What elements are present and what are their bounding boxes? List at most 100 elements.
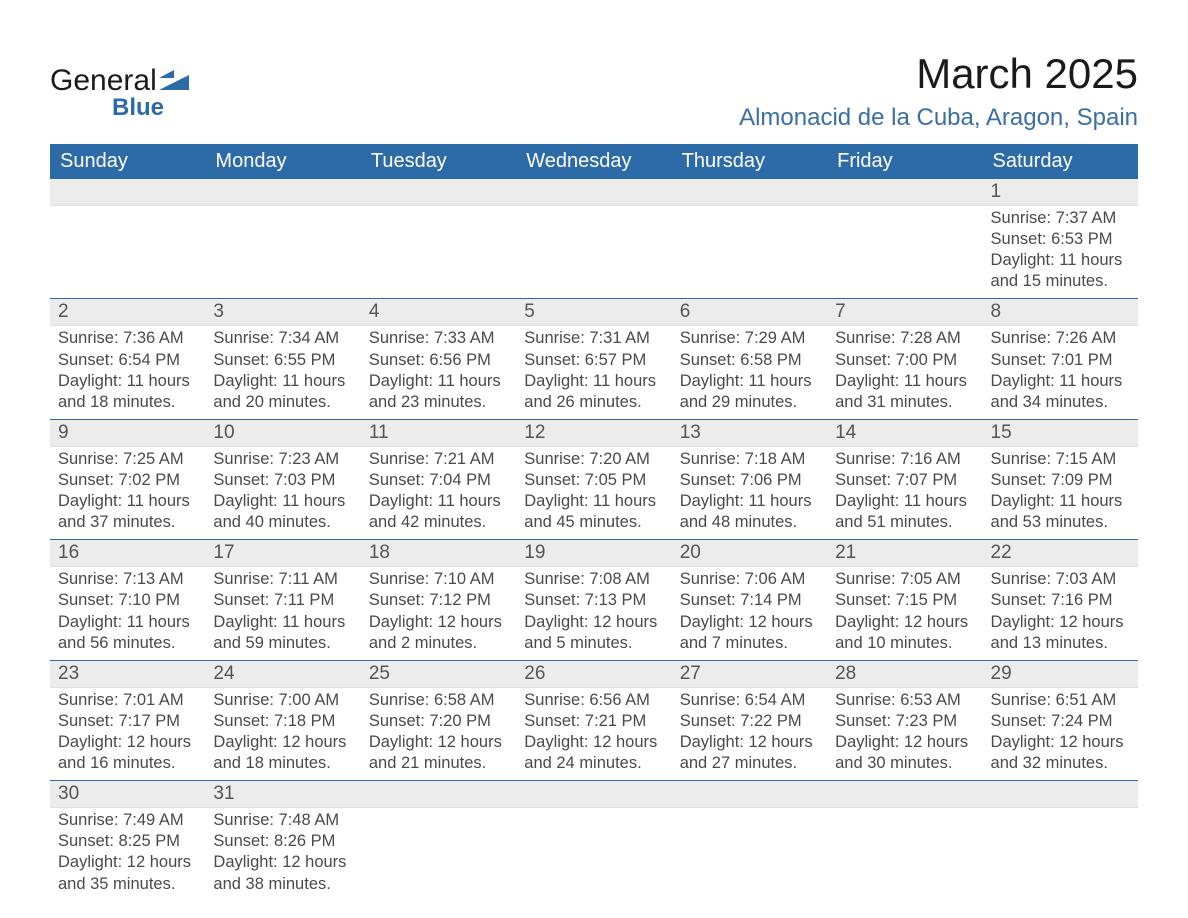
- dl1-text: Daylight: 12 hours: [369, 732, 508, 753]
- day-cell: [672, 808, 827, 900]
- dl2-text: and 27 minutes.: [680, 753, 819, 774]
- day-number: 16: [50, 540, 205, 566]
- sunset-text: Sunset: 7:00 PM: [835, 350, 974, 371]
- dl2-text: and 59 minutes.: [213, 633, 352, 654]
- day-cell: Sunrise: 6:53 AMSunset: 7:23 PMDaylight:…: [827, 688, 982, 780]
- day-cell: Sunrise: 6:56 AMSunset: 7:21 PMDaylight:…: [516, 688, 671, 780]
- sunrise-text: Sunrise: 7:28 AM: [835, 328, 974, 349]
- dl1-text: Daylight: 12 hours: [524, 612, 663, 633]
- sunrise-text: Sunrise: 7:18 AM: [680, 449, 819, 470]
- day-cell: Sunrise: 7:06 AMSunset: 7:14 PMDaylight:…: [672, 567, 827, 659]
- weekday-header: Tuesday: [361, 144, 516, 179]
- dl1-text: Daylight: 11 hours: [680, 491, 819, 512]
- weekday-header: Friday: [827, 144, 982, 179]
- dl2-text: and 37 minutes.: [58, 512, 197, 533]
- sunrise-text: Sunrise: 7:26 AM: [991, 328, 1130, 349]
- day-number: 17: [205, 540, 360, 566]
- calendar-body: 1Sunrise: 7:37 AMSunset: 6:53 PMDaylight…: [50, 179, 1138, 901]
- day-number-row: 3031: [50, 780, 1138, 808]
- day-cell: [361, 808, 516, 900]
- day-number: [361, 179, 516, 205]
- page-header: General Blue March 2025 Almonacid de la …: [50, 50, 1138, 132]
- sunset-text: Sunset: 7:23 PM: [835, 711, 974, 732]
- dl1-text: Daylight: 11 hours: [58, 491, 197, 512]
- sunset-text: Sunset: 7:01 PM: [991, 350, 1130, 371]
- day-cell: Sunrise: 7:26 AMSunset: 7:01 PMDaylight:…: [983, 326, 1138, 418]
- day-number: [672, 781, 827, 807]
- dl2-text: and 51 minutes.: [835, 512, 974, 533]
- day-number-row: 16171819202122: [50, 539, 1138, 567]
- day-cell: Sunrise: 7:29 AMSunset: 6:58 PMDaylight:…: [672, 326, 827, 418]
- day-cell: Sunrise: 7:20 AMSunset: 7:05 PMDaylight:…: [516, 447, 671, 539]
- dl2-text: and 26 minutes.: [524, 392, 663, 413]
- dl2-text: and 30 minutes.: [835, 753, 974, 774]
- day-number: 23: [50, 661, 205, 687]
- day-number: 14: [827, 420, 982, 446]
- sunset-text: Sunset: 7:06 PM: [680, 470, 819, 491]
- sunrise-text: Sunrise: 7:48 AM: [213, 810, 352, 831]
- sunset-text: Sunset: 7:07 PM: [835, 470, 974, 491]
- dl1-text: Daylight: 12 hours: [835, 612, 974, 633]
- sunrise-text: Sunrise: 7:31 AM: [524, 328, 663, 349]
- logo-main: General: [50, 64, 157, 97]
- sunrise-text: Sunrise: 7:15 AM: [991, 449, 1130, 470]
- sunrise-text: Sunrise: 7:33 AM: [369, 328, 508, 349]
- dl1-text: Daylight: 12 hours: [213, 852, 352, 873]
- dl1-text: Daylight: 11 hours: [991, 491, 1130, 512]
- day-number: 13: [672, 420, 827, 446]
- dl2-text: and 21 minutes.: [369, 753, 508, 774]
- week-content-row: Sunrise: 7:25 AMSunset: 7:02 PMDaylight:…: [50, 447, 1138, 539]
- dl2-text: and 13 minutes.: [991, 633, 1130, 654]
- sunset-text: Sunset: 7:21 PM: [524, 711, 663, 732]
- dl1-text: Daylight: 12 hours: [58, 852, 197, 873]
- dl1-text: Daylight: 12 hours: [680, 612, 819, 633]
- sunset-text: Sunset: 7:18 PM: [213, 711, 352, 732]
- day-cell: Sunrise: 7:33 AMSunset: 6:56 PMDaylight:…: [361, 326, 516, 418]
- day-number: 21: [827, 540, 982, 566]
- dl1-text: Daylight: 11 hours: [58, 612, 197, 633]
- sunset-text: Sunset: 7:13 PM: [524, 590, 663, 611]
- day-number: 6: [672, 299, 827, 325]
- dl2-text: and 23 minutes.: [369, 392, 508, 413]
- day-number: 19: [516, 540, 671, 566]
- day-number: 28: [827, 661, 982, 687]
- sunrise-text: Sunrise: 7:36 AM: [58, 328, 197, 349]
- day-number: 3: [205, 299, 360, 325]
- dl1-text: Daylight: 11 hours: [524, 491, 663, 512]
- sunset-text: Sunset: 7:20 PM: [369, 711, 508, 732]
- day-cell: Sunrise: 7:25 AMSunset: 7:02 PMDaylight:…: [50, 447, 205, 539]
- sunset-text: Sunset: 8:25 PM: [58, 831, 197, 852]
- day-number: 8: [983, 299, 1138, 325]
- location-subtitle: Almonacid de la Cuba, Aragon, Spain: [739, 104, 1138, 132]
- dl1-text: Daylight: 12 hours: [680, 732, 819, 753]
- day-number: [516, 781, 671, 807]
- day-cell: Sunrise: 7:28 AMSunset: 7:00 PMDaylight:…: [827, 326, 982, 418]
- day-cell: Sunrise: 7:00 AMSunset: 7:18 PMDaylight:…: [205, 688, 360, 780]
- day-number: [983, 781, 1138, 807]
- day-number: 30: [50, 781, 205, 807]
- sunrise-text: Sunrise: 7:05 AM: [835, 569, 974, 590]
- sunset-text: Sunset: 7:10 PM: [58, 590, 197, 611]
- day-number: [672, 179, 827, 205]
- day-number-row: 9101112131415: [50, 419, 1138, 447]
- sunset-text: Sunset: 6:58 PM: [680, 350, 819, 371]
- brand-logo: General Blue: [50, 66, 189, 132]
- sunrise-text: Sunrise: 7:10 AM: [369, 569, 508, 590]
- day-cell: [827, 206, 982, 298]
- sunrise-text: Sunrise: 7:20 AM: [524, 449, 663, 470]
- day-cell: [672, 206, 827, 298]
- sunset-text: Sunset: 7:15 PM: [835, 590, 974, 611]
- title-block: March 2025 Almonacid de la Cuba, Aragon,…: [739, 50, 1138, 132]
- day-number: 9: [50, 420, 205, 446]
- day-cell: [827, 808, 982, 900]
- day-cell: Sunrise: 7:18 AMSunset: 7:06 PMDaylight:…: [672, 447, 827, 539]
- dl1-text: Daylight: 11 hours: [213, 371, 352, 392]
- day-number: 24: [205, 661, 360, 687]
- day-cell: Sunrise: 7:34 AMSunset: 6:55 PMDaylight:…: [205, 326, 360, 418]
- dl2-text: and 2 minutes.: [369, 633, 508, 654]
- sunset-text: Sunset: 6:53 PM: [991, 229, 1130, 250]
- day-cell: [361, 206, 516, 298]
- dl1-text: Daylight: 12 hours: [58, 732, 197, 753]
- sunrise-text: Sunrise: 7:03 AM: [991, 569, 1130, 590]
- sunrise-text: Sunrise: 6:58 AM: [369, 690, 508, 711]
